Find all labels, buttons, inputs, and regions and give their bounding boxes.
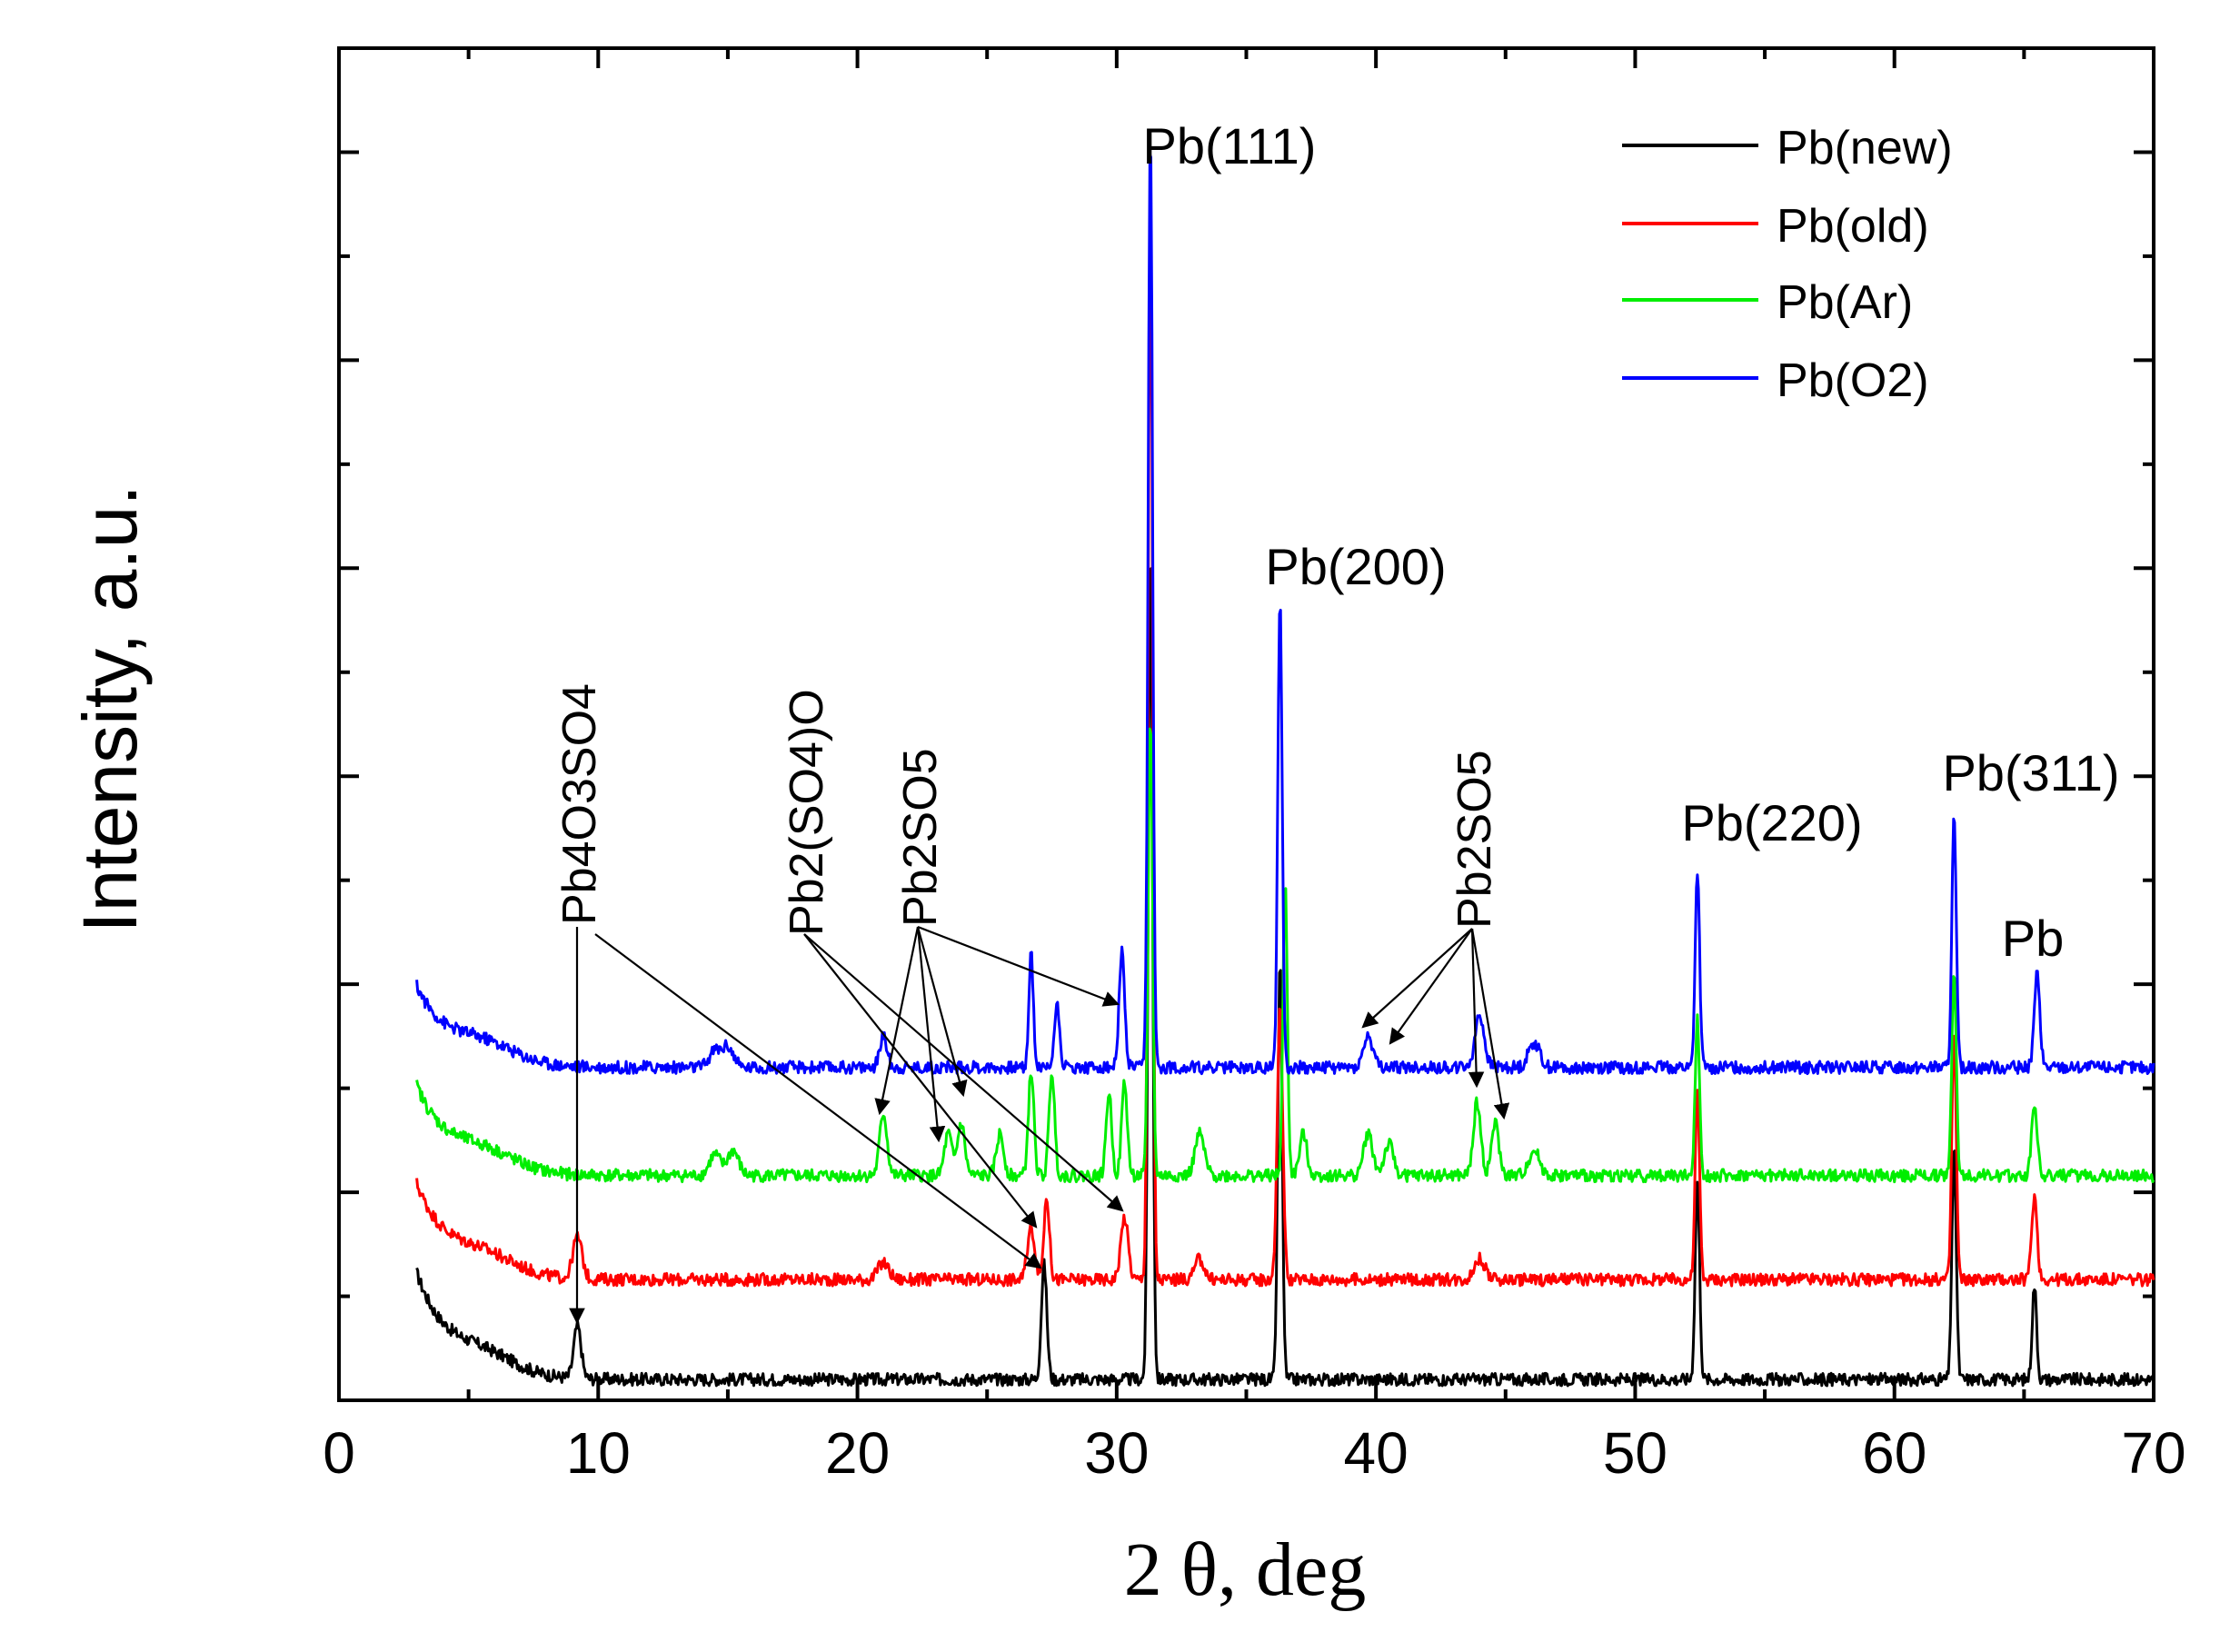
x-axis-title: 2 θ, deg (1124, 1528, 1367, 1612)
arrow-pb2so5a-4 (917, 925, 1120, 1007)
arrow-pb2so5b-2 (1389, 928, 1473, 1045)
series-lines (415, 153, 2155, 1388)
arrow-pb2so5a-2 (916, 926, 946, 1143)
label-pb2so4o: Pb2(SO4)O (781, 689, 833, 936)
x-tick-label-30: 30 (1084, 1420, 1149, 1486)
label-pb220: Pb(220) (1681, 794, 1862, 851)
label-pb111: Pb(111) (1143, 117, 1317, 174)
arrow-pb2so5b-3 (1468, 928, 1485, 1089)
legend-label-pb-new: Pb(new) (1777, 122, 1953, 174)
x-tick-label-10: 10 (566, 1420, 631, 1486)
x-tick-label-20: 20 (825, 1420, 890, 1486)
label-pb: Pb (2002, 910, 2065, 967)
x-tick-label-60: 60 (1862, 1420, 1926, 1486)
series-line-pb-ar (415, 727, 2155, 1184)
annotation-arrows (569, 925, 1510, 1325)
series-line-pb-new (415, 567, 2155, 1388)
arrow-pb2so5b-1 (1361, 928, 1473, 1029)
arrow-pb4o3so4-2 (594, 933, 1042, 1269)
label-pb4o3so4: Pb4O3SO4 (553, 683, 606, 925)
label-pb2so5-right: Pb2SO5 (1449, 750, 1501, 929)
x-axis-ticks (337, 48, 2155, 1400)
legend-label-pb-ar: Pb(Ar) (1777, 276, 1913, 329)
label-pb311: Pb(311) (1942, 744, 2119, 801)
y-axis-title: Intensity, a.u. (67, 484, 153, 932)
x-tick-label-0: 0 (323, 1420, 355, 1486)
x-tick-labels: 0 10 20 30 40 50 60 70 (323, 1420, 2185, 1486)
arrow-pb2so5b-4 (1470, 928, 1510, 1120)
legend: Pb(new) Pb(old) Pb(Ar) Pb(O2) (1622, 122, 1953, 407)
x-tick-label-70: 70 (2121, 1420, 2185, 1486)
x-tick-label-50: 50 (1603, 1420, 1668, 1486)
series-line-pb-old (415, 221, 2155, 1288)
arrow-pb2so4o-2 (803, 933, 1124, 1212)
series-line-pb-o2 (415, 153, 2155, 1076)
x-tick-label-40: 40 (1344, 1420, 1409, 1486)
label-pb2so5-left: Pb2SO5 (894, 748, 947, 927)
legend-label-pb-o2: Pb(O2) (1777, 354, 1929, 407)
arrow-pb2so5a-1 (874, 926, 920, 1116)
legend-label-pb-old: Pb(old) (1777, 200, 1929, 253)
arrow-pb2so5a-3 (916, 926, 968, 1098)
arrow-pb2so4o-1 (803, 933, 1038, 1229)
y-axis-ticks (339, 150, 2154, 1299)
label-pb200: Pb(200) (1265, 538, 1446, 595)
